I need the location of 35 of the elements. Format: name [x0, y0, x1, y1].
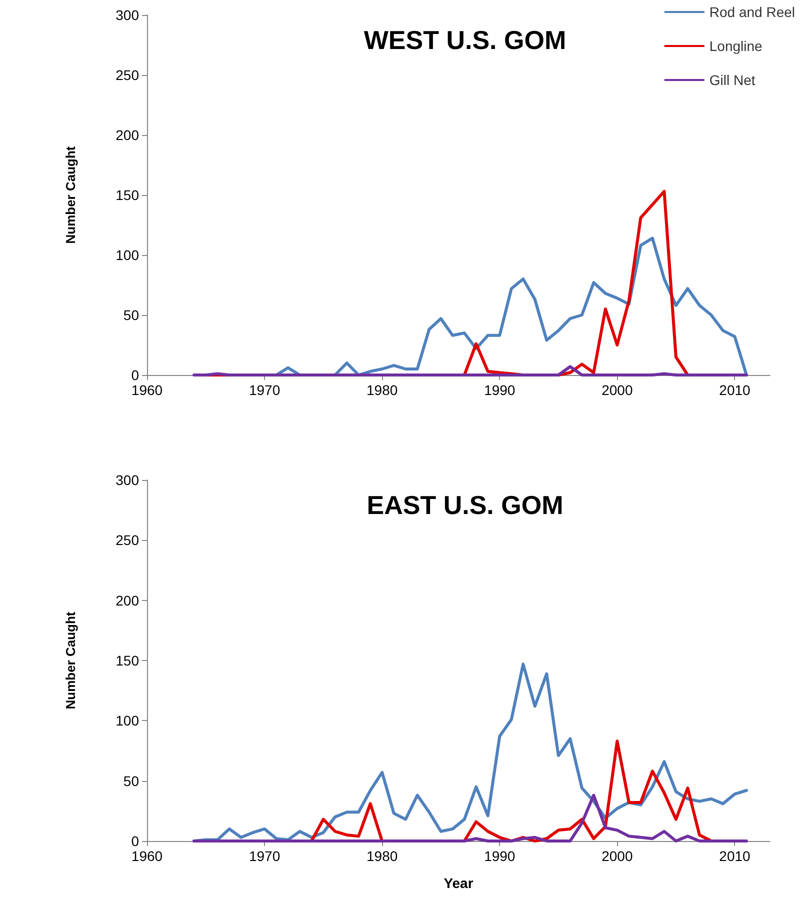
- y-tick-label: 50: [123, 307, 140, 323]
- x-tick-label: 1990: [484, 848, 516, 864]
- x-tick-label: 1980: [366, 382, 398, 398]
- legend-label: Gill Net: [709, 72, 756, 88]
- y-tick-label: 0: [131, 833, 140, 849]
- x-tick-label: 2000: [602, 382, 633, 398]
- y-tick-label: 200: [116, 127, 140, 143]
- y-tick-label: 300: [116, 472, 140, 488]
- y-tick-label: 0: [131, 367, 140, 383]
- y-tick-label: 150: [116, 187, 140, 203]
- legend-label: Rod and Reel: [709, 4, 796, 20]
- y-tick-label: 250: [116, 532, 140, 548]
- x-tick-label: 2010: [719, 382, 751, 398]
- x-tick-label: 1980: [366, 848, 398, 864]
- x-tick-label: 1970: [248, 382, 280, 398]
- x-tick-label: 2000: [602, 848, 633, 864]
- y-axis-title: Number Caught: [63, 146, 78, 244]
- x-tick-label: 1970: [248, 848, 280, 864]
- line-series: [192, 794, 748, 842]
- y-tick-label: 100: [116, 247, 140, 263]
- y-tick-label: 200: [116, 592, 140, 608]
- y-tick-label: 100: [116, 712, 140, 729]
- x-tick-label: 2010: [719, 848, 751, 864]
- chart-title: WEST U.S. GOM: [364, 25, 566, 55]
- y-tick-label: 300: [116, 7, 140, 23]
- x-tick-label: 1960: [131, 848, 163, 864]
- y-tick-label: 150: [116, 652, 140, 668]
- y-tick-label: 50: [123, 772, 140, 789]
- y-axis-title: Number Caught: [63, 611, 78, 710]
- y-tick-label: 250: [116, 67, 140, 83]
- legend-label: Longline: [709, 38, 763, 54]
- x-tick-label: 1990: [484, 382, 516, 398]
- x-tick-label: 1960: [131, 382, 163, 398]
- x-axis-title: Year: [444, 875, 474, 891]
- chart-title: EAST U.S. GOM: [366, 490, 564, 520]
